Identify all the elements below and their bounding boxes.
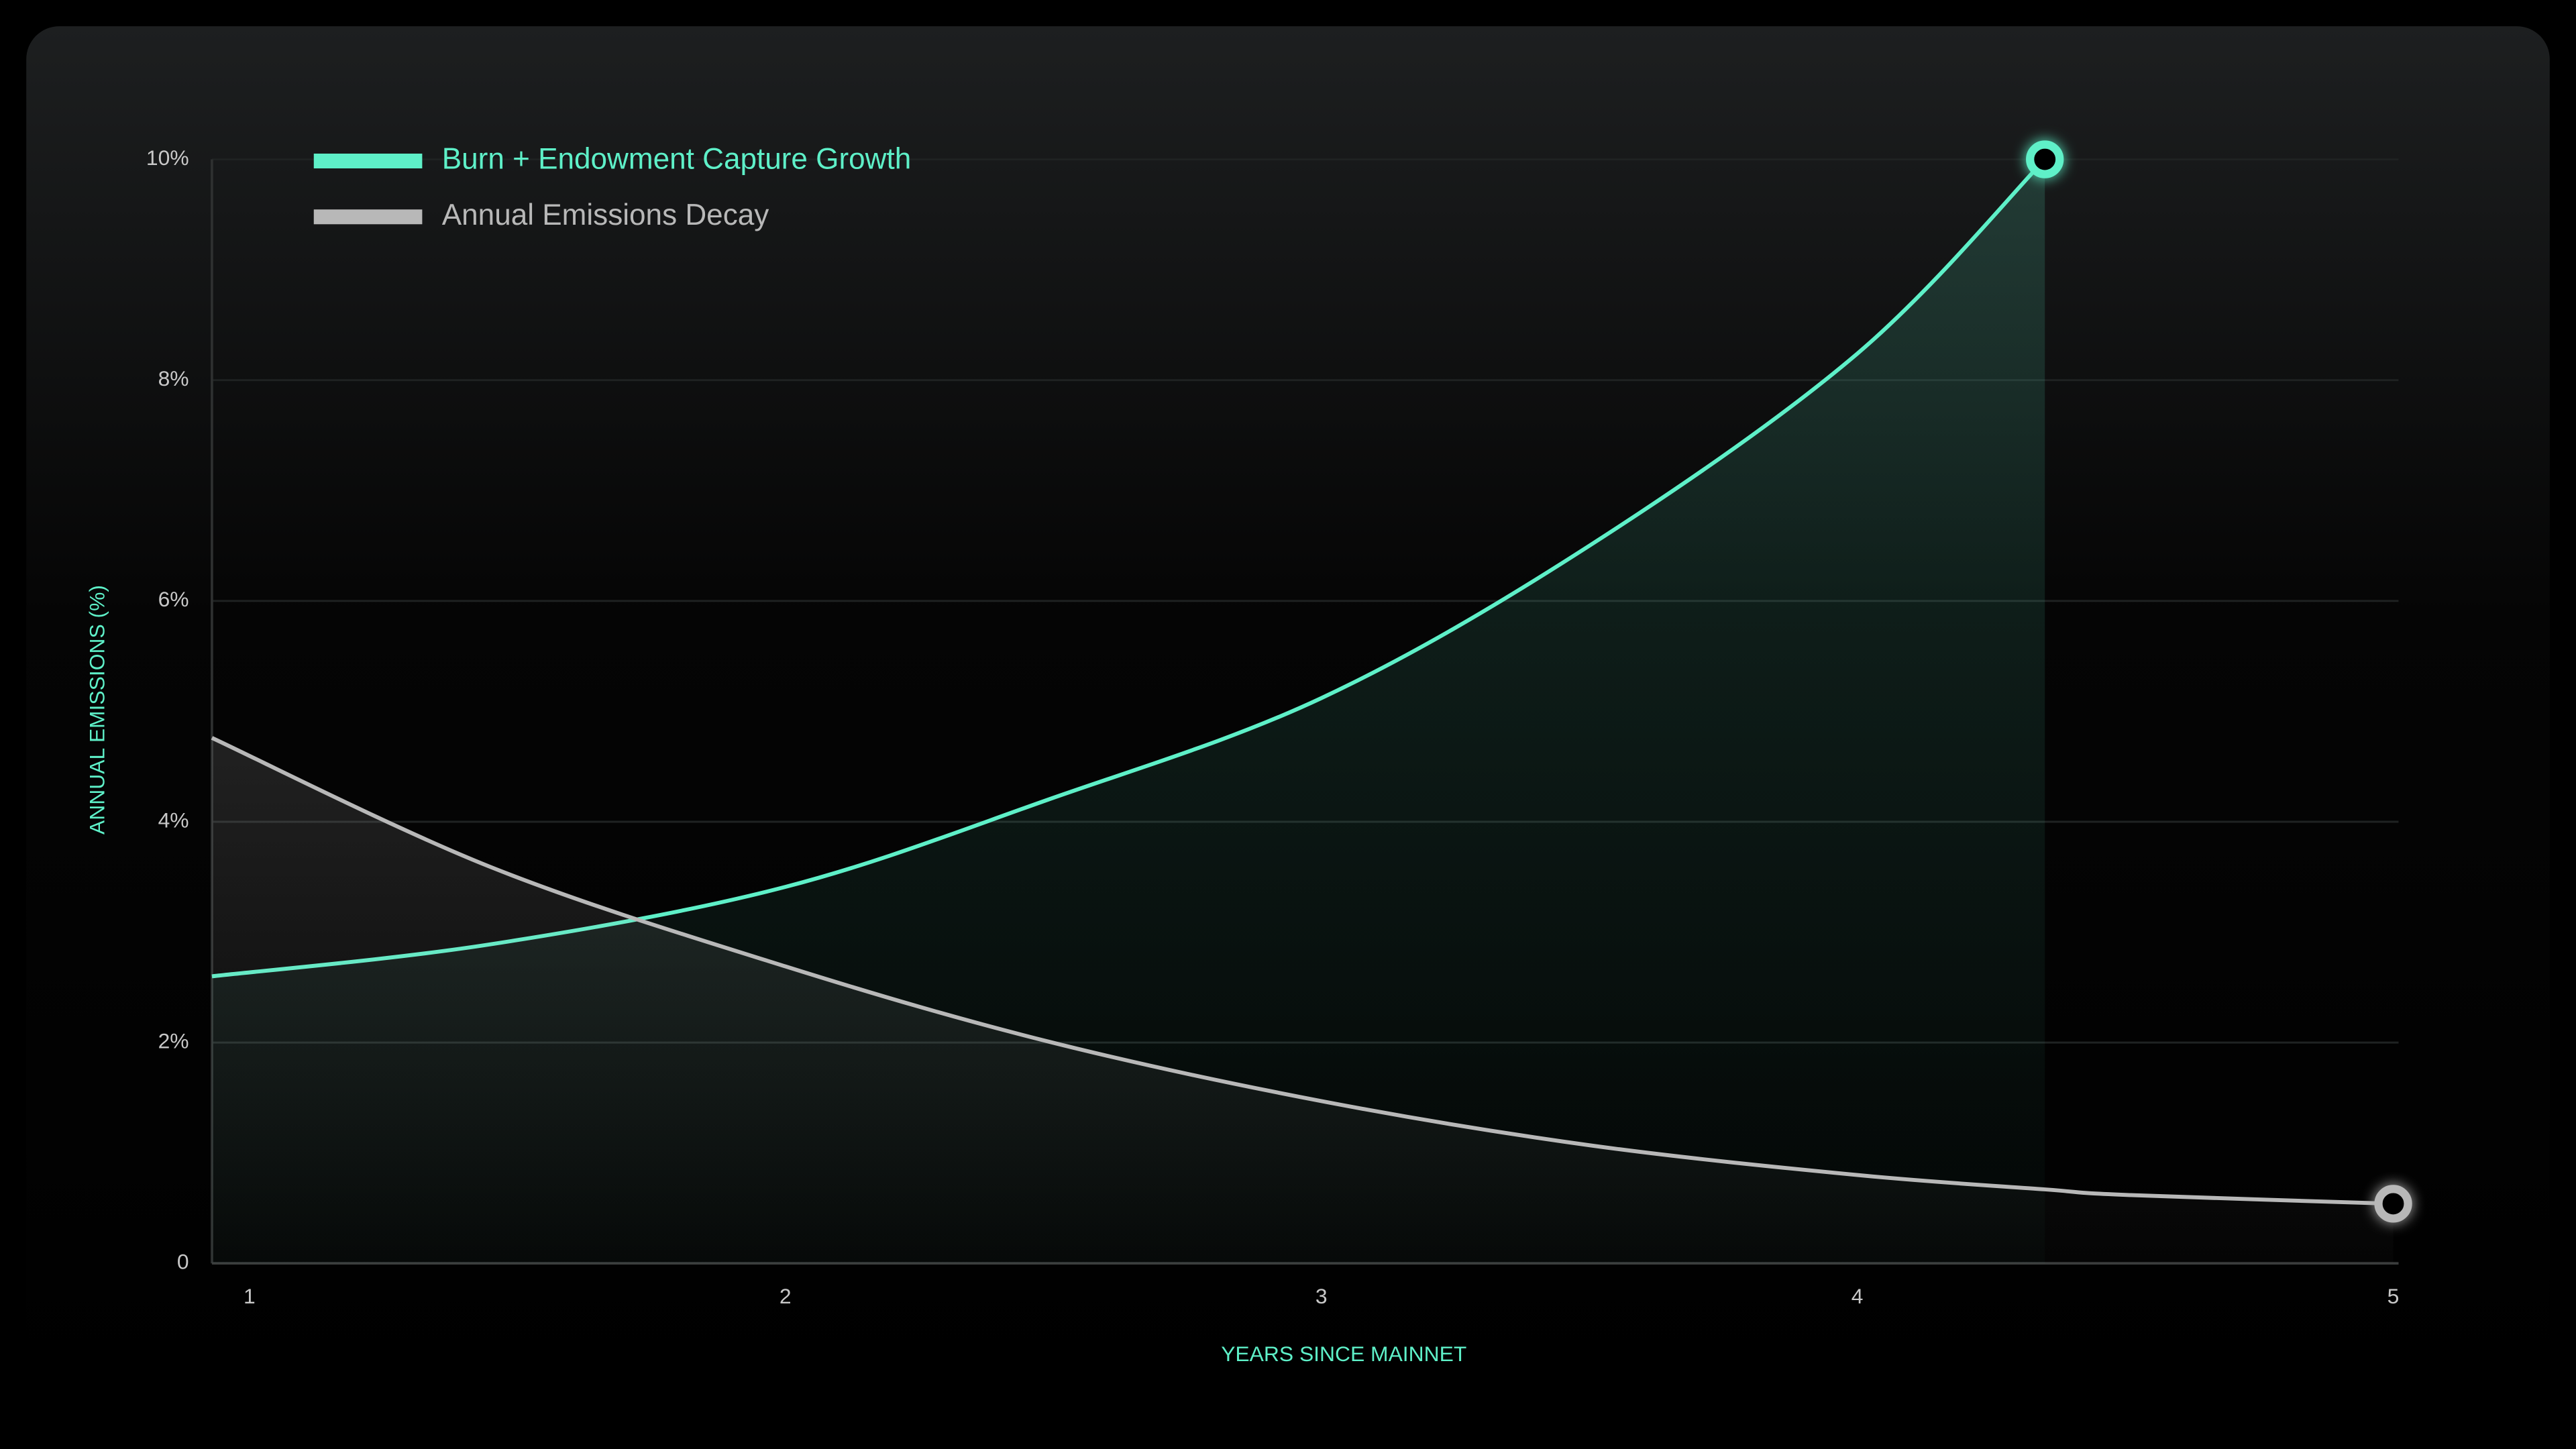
x-tick-label: 5 (2387, 1284, 2400, 1308)
legend-swatch (313, 209, 423, 225)
series-area (211, 737, 2394, 1264)
y-axis-label: ANNUAL EMISSIONS (%) (85, 585, 109, 835)
legend-swatch (313, 153, 423, 169)
x-tick-label: 4 (1851, 1284, 1864, 1308)
end-marker (2374, 1185, 2412, 1223)
y-tick-label: 6% (158, 587, 189, 611)
y-tick-label: 4% (158, 808, 189, 832)
series-line (211, 736, 2394, 1206)
y-tick-label: 0 (177, 1250, 189, 1274)
x-axis-label: YEARS SINCE MAINNET (1221, 1342, 1466, 1366)
y-tick-label: 2% (158, 1029, 189, 1053)
y-tick-label: 8% (158, 366, 189, 390)
end-marker (2026, 140, 2064, 178)
x-tick-label: 2 (780, 1284, 792, 1308)
y-tick-label: 10% (146, 146, 189, 170)
legend-label: Burn + Endowment Capture Growth (442, 143, 911, 176)
legend-label: Annual Emissions Decay (442, 199, 769, 231)
x-tick-label: 3 (1316, 1284, 1328, 1308)
x-tick-label: 1 (244, 1284, 256, 1308)
